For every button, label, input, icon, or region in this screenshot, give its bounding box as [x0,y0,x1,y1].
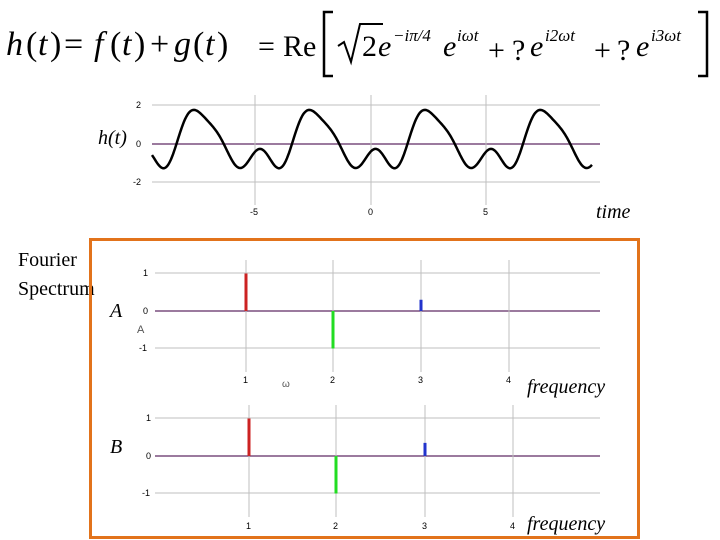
eq-question-2: ? [617,34,631,67]
eq-exp-1: −iπ/4 [393,26,431,45]
spectrum-a-ytick-bottom: -1 [139,343,147,353]
eq-plus-3: + [594,34,611,67]
time-axis-label: time [596,201,631,223]
time-xtick-right: 5 [483,207,488,217]
eq-h: h [6,26,23,63]
eq-two: 2 [362,30,377,63]
eq-question-1: ? [512,34,526,67]
spectrum-a-ytick-top: 1 [143,268,148,278]
eq-t-2: t [122,26,132,63]
spectrum-a-freq-label: frequency [527,376,606,398]
time-curve [150,108,593,170]
eq-lparen-1: ( [26,26,38,63]
eq-equals-1: = [64,26,84,63]
eq-e-4: e [636,30,650,63]
eq-exp-3: i2ωt [545,26,575,45]
eq-t-1: t [38,26,48,63]
eq-brackets-and-root [322,10,709,78]
eq-exp-2: iωt [457,26,479,45]
time-ytick-mid: 0 [136,139,141,149]
spectrum-a-xtick-2: 2 [330,375,335,385]
h-of-t-label: h(t) [98,127,127,149]
spectrum-a-xtick-1: 1 [243,375,248,385]
eq-t-3: t [205,26,215,63]
spectrum-b-freq-label: frequency [527,513,606,535]
spectrum-a-plot: 1 0 -1 A 1 2 3 4 ω [137,260,600,390]
spectrum-b-ytick-mid: 0 [146,451,151,461]
eq-plus-1: + [150,26,170,63]
time-ytick-bottom: -2 [133,177,141,187]
eq-rparen-2: ) [134,26,146,63]
spectrum-b-xtick-4: 4 [510,521,515,531]
time-xtick-left: -5 [250,207,258,217]
equation: h ( t ) = f ( t ) + g ( t ) = Re 2 e −iπ… [0,0,720,90]
eq-g: g [174,26,191,63]
spectrum-frame [89,238,640,539]
eq-e-1: e [378,30,392,63]
eq-rparen-3: ) [217,26,229,63]
spectrum-b-xtick-2: 2 [333,521,338,531]
eq-plus-2: + [488,34,505,67]
time-xtick-center: 0 [368,207,373,217]
eq-lparen-3: ( [193,26,205,63]
spectrum-b-ytick-top: 1 [146,413,151,423]
spectrum-b-xtick-3: 3 [422,521,427,531]
spectrum-a-xtick-4: 4 [506,375,511,385]
eq-equals-2: = [258,30,275,63]
eq-f: f [94,26,104,63]
eq-rparen-1: ) [50,26,62,63]
time-signal-plot: 2 0 -2 -5 0 5 [133,95,600,217]
spectrum-a-label: A [110,300,123,322]
time-ytick-top: 2 [136,100,141,110]
eq-e-2: e [443,30,457,63]
spectrum-b-ytick-bottom: -1 [142,488,150,498]
fourier-title-line2: Spectrum [18,278,95,300]
spectrum-a-ytick-mid: 0 [143,306,148,316]
spectrum-b-label: B [110,436,123,458]
spectrum-b-plot: 1 0 -1 1 2 3 4 [142,405,600,531]
eq-e-3: e [530,30,544,63]
eq-exp-4: i3ωt [651,26,681,45]
eq-lparen-2: ( [110,26,122,63]
spectrum-a-inner-ylabel: A [137,324,145,336]
fourier-title-line1: Fourier [18,249,77,271]
spectrum-a-xtick-3: 3 [418,375,423,385]
spectrum-a-inner-xlabel: ω [282,379,290,390]
eq-re: Re [283,30,317,63]
spectrum-b-xtick-1: 1 [246,521,251,531]
